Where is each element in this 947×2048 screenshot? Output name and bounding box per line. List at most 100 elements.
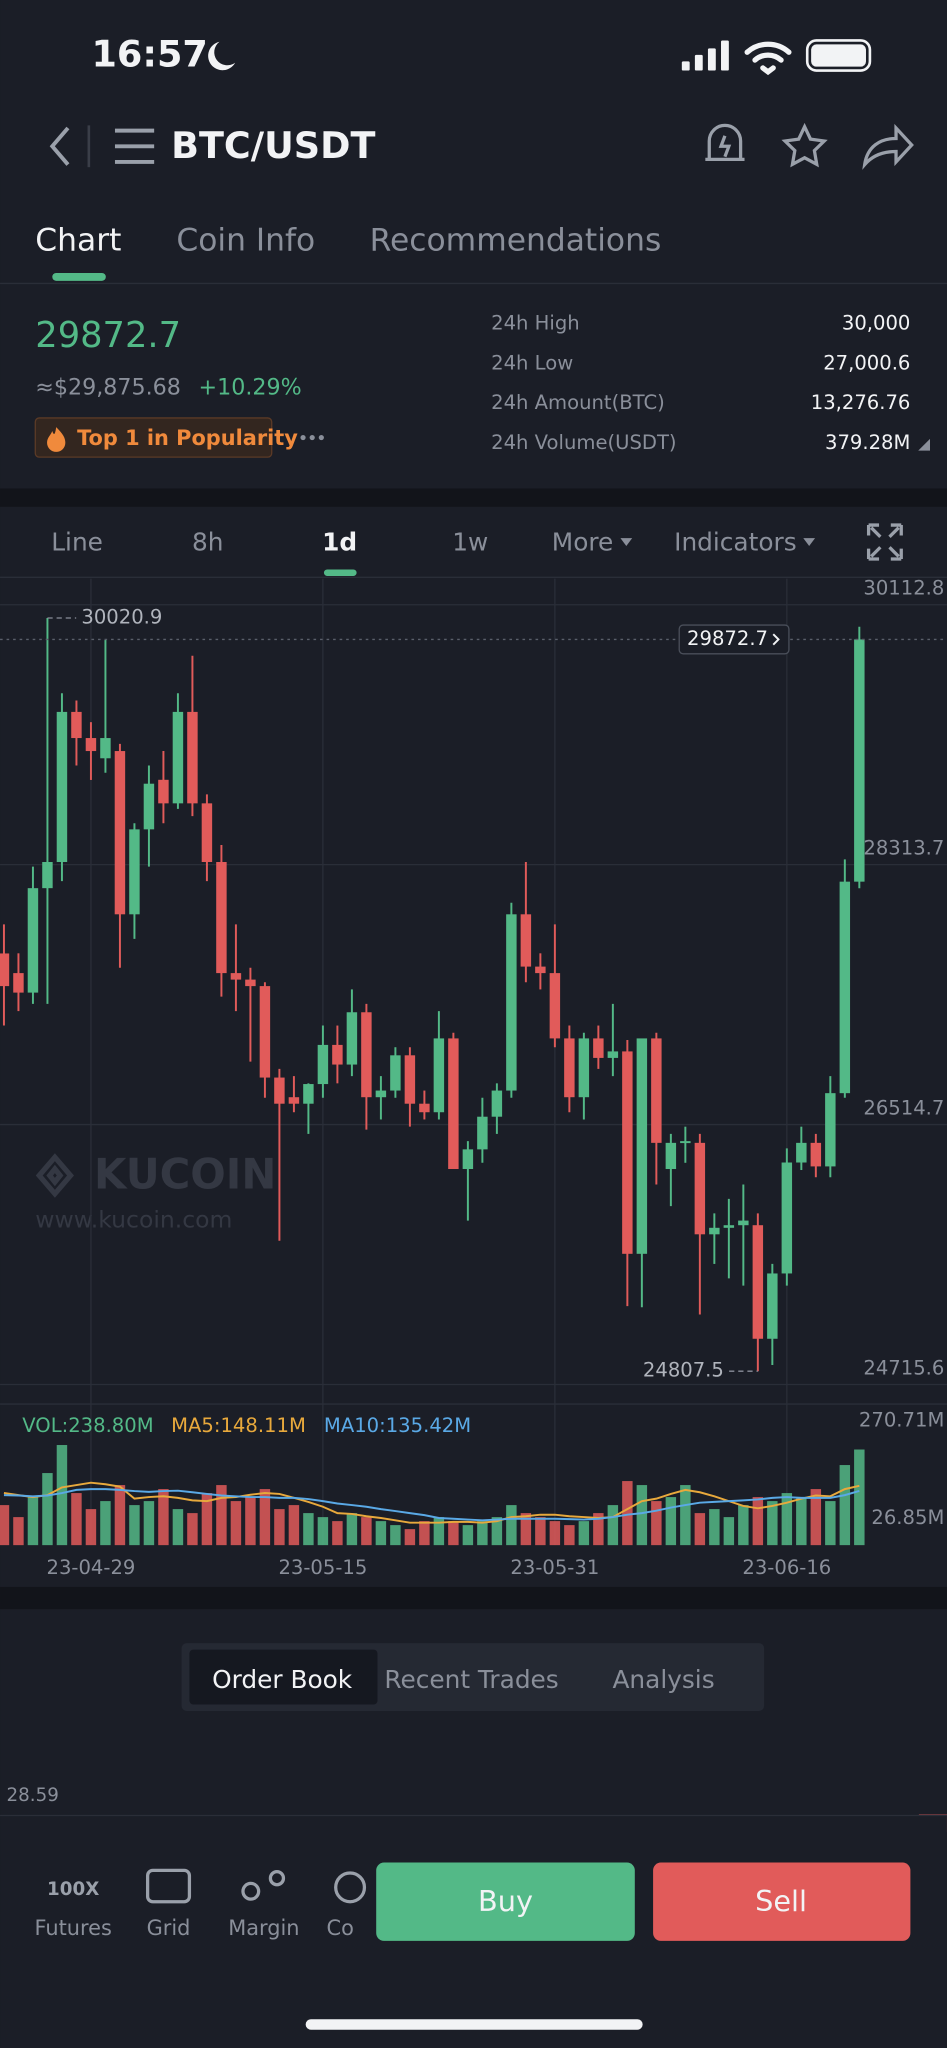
price-change: +10.29% [199, 374, 302, 400]
convert-icon [334, 1871, 367, 1904]
segment-selected [189, 1649, 378, 1705]
timeframe[interactable]: Line [51, 527, 103, 556]
moon-icon [208, 41, 236, 71]
segment[interactable]: Recent Trades [384, 1665, 558, 1694]
back-button[interactable] [49, 126, 70, 166]
toolbar-label[interactable]: Margin [228, 1916, 299, 1940]
candle-body [462, 1149, 474, 1170]
stat-label: 24h High [491, 311, 580, 334]
volume-bar [361, 1517, 372, 1546]
volume-bar [738, 1505, 749, 1546]
candle-body [114, 751, 126, 915]
volume-bar [680, 1485, 691, 1546]
stat-value: 30,000 [842, 311, 911, 334]
more-dots[interactable] [300, 434, 324, 441]
candle-body [230, 973, 242, 980]
sell-button[interactable] [653, 1862, 911, 1941]
buy-button[interactable] [376, 1862, 635, 1941]
volume-bar [158, 1489, 169, 1546]
candle-body [767, 1273, 778, 1339]
candle-body [245, 979, 256, 987]
futures-icon: 100X [47, 1879, 99, 1900]
candle-body [796, 1142, 807, 1163]
candle-body [201, 803, 213, 863]
section-gap [0, 488, 947, 507]
volume-bar [651, 1501, 662, 1546]
candle-body [404, 1055, 416, 1104]
candle-body [158, 779, 169, 804]
segment[interactable]: Order Book [212, 1665, 353, 1694]
stats: 24h High 30,000 24h Low 27,000.6 24h Amount(… [491, 311, 910, 454]
volume-bar [230, 1501, 242, 1546]
toolbar-label[interactable]: Futures [34, 1916, 111, 1940]
volume-bar [404, 1529, 416, 1546]
volume-bar [143, 1501, 155, 1546]
timeframe[interactable]: 1w [452, 527, 488, 556]
candle-body [810, 1142, 822, 1167]
timeframe[interactable]: 8h [192, 527, 224, 556]
battery-level [811, 44, 866, 67]
tab[interactable]: Recommendations [370, 223, 662, 259]
share-button[interactable] [862, 123, 914, 170]
candle-body [593, 1038, 604, 1058]
stat-label: 24h Amount(BTC) [491, 391, 665, 414]
candle-body [535, 966, 546, 974]
candle-body [100, 738, 111, 759]
volume-bar [13, 1517, 24, 1546]
watermark-url: www.kucoin.com [35, 1206, 232, 1234]
menu-button[interactable] [114, 128, 155, 164]
candle-body [129, 829, 140, 915]
pair-title: BTC/USDT [171, 124, 375, 167]
stat-value: 13,276.76 [811, 391, 911, 414]
volume-bar [332, 1521, 343, 1546]
candle-body [825, 1093, 836, 1167]
volume-bar [419, 1521, 430, 1546]
volume-bar [622, 1481, 633, 1546]
candle-body [549, 973, 561, 1039]
volume-bar [767, 1501, 778, 1546]
candle-body [56, 711, 68, 863]
volume-bar [709, 1509, 720, 1546]
battery-icon [805, 39, 872, 72]
tab-active[interactable]: Chart [35, 223, 121, 259]
volume-bar [723, 1517, 735, 1546]
wifi-icon [744, 41, 792, 76]
volume-bar [506, 1505, 517, 1546]
fullscreen-button[interactable] [866, 523, 903, 561]
tab[interactable]: Coin Info [176, 223, 315, 259]
candle-body [854, 639, 865, 882]
last-price-label: 29872.7 [687, 627, 768, 650]
alert-button[interactable] [705, 123, 745, 161]
volume-tick-label: 270.71M [859, 1409, 944, 1432]
dropdown-arrow [620, 538, 633, 546]
toolbar-label[interactable]: Grid [147, 1916, 191, 1940]
timeframe[interactable]: More [552, 527, 613, 556]
volume-bar [607, 1505, 619, 1546]
volume-bar [56, 1445, 68, 1546]
timeframe[interactable]: Indicators [674, 527, 797, 556]
y-tick-label: 30112.8 [863, 577, 944, 600]
volume-bar [375, 1521, 387, 1546]
volume-bar [71, 1493, 82, 1546]
volume-ma5 [3, 1481, 860, 1524]
volume-bar [390, 1525, 401, 1546]
candle-body [187, 711, 198, 804]
candle-body [288, 1097, 300, 1104]
timeframe[interactable]: 1d [322, 527, 357, 556]
volume-bar [433, 1517, 445, 1546]
candle-body [680, 1141, 691, 1144]
badge-text: Top 1 in Popularity [77, 426, 298, 450]
watermark-logo [35, 1153, 75, 1198]
favorite-button[interactable] [781, 122, 828, 168]
segment[interactable]: Analysis [612, 1665, 714, 1694]
badge[interactable] [34, 417, 273, 458]
high-label: 30020.9 [81, 606, 162, 629]
stat-label: 24h Low [491, 351, 573, 374]
volume-bar [288, 1505, 300, 1546]
volume-bar [462, 1525, 474, 1546]
candle-body [738, 1220, 749, 1226]
candle-body [419, 1103, 430, 1113]
toolbar-label[interactable]: Co [327, 1916, 354, 1940]
y-tick-label: 28313.7 [863, 836, 944, 859]
